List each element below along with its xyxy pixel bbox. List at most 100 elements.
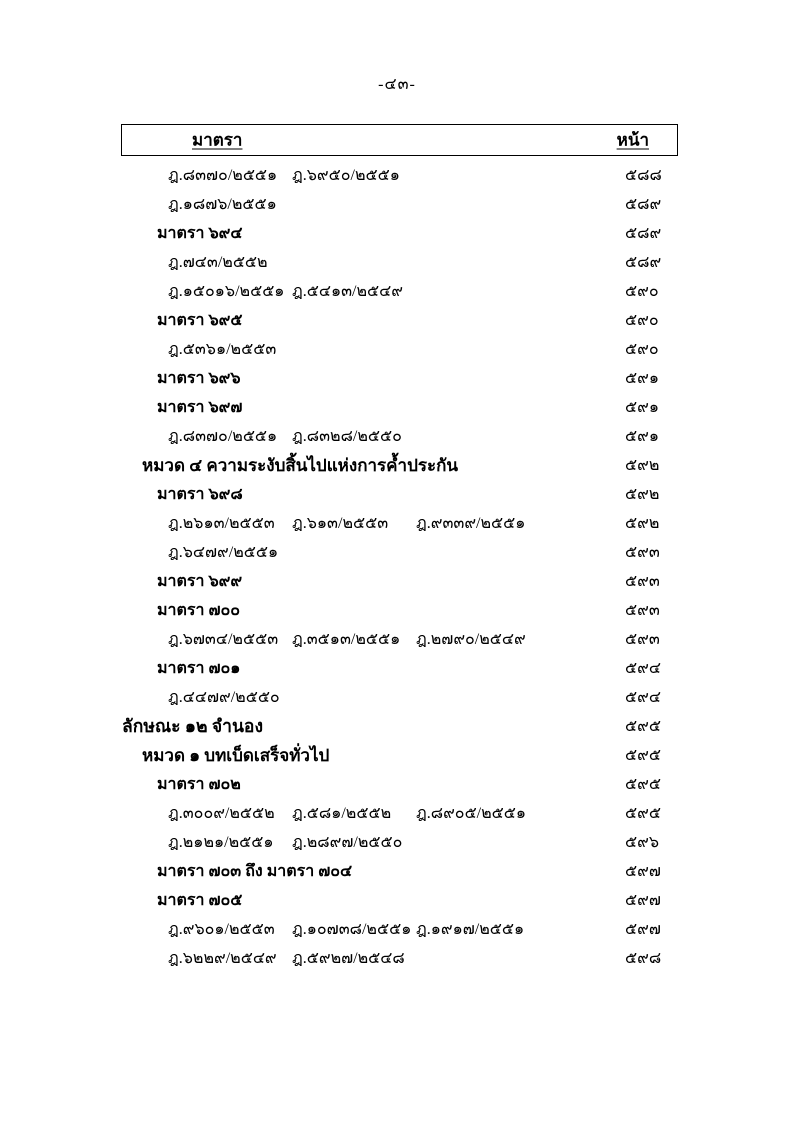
page-number: -๔๓- [378,76,416,93]
toc-row: ฎ.๙๖๐๑/๒๕๕๓ ฎ.๑๐๗๓๘/๒๕๕๑ ฎ.๑๙๑๗/๒๕๕๑ ๕๙๗ [0,915,794,944]
citation-group: ฎ.๑๕๐๑๖/๒๕๕๑ ฎ.๕๔๑๓/๒๕๔๙ [168,283,403,300]
toc-row: ฎ.๗๔๓/๒๕๕๒ ๕๘๙ [0,248,794,277]
page-ref: ๕๙๕ [625,776,661,793]
case-citation: ฎ.๓๐๐๙/๒๕๕๒ [168,805,275,822]
toc-entry-label: มาตรา ๖๙๔ [157,225,243,242]
toc-rows: ฎ.๘๓๗๐/๒๕๕๑ ฎ.๖๙๕๐/๒๕๕๑ ๕๘๘ ฎ.๑๘๗๖/๒๕๕๑ ๕๘๙ม… [0,161,794,973]
case-citation: ฎ.๑๙๑๗/๒๕๕๑ [416,921,525,938]
page-ref: ๕๙๕ [625,718,661,735]
toc-row: ฎ.๖๗๓๔/๒๕๕๓ ฎ.๓๕๑๓/๒๕๕๑ ฎ.๒๗๙๐/๒๕๔๙ ๕๙๓ [0,625,794,654]
page-ref: ๕๙๑ [625,370,659,387]
toc-row: หมวด ๑ บทเบ็ดเสร็จทั่วไป ๕๙๕ [0,741,794,770]
citation-group: ฎ.๒๖๑๓/๒๕๕๓ ฎ.๖๑๓/๒๕๕๓ ฎ.๙๓๓๙/๒๕๕๑ [168,515,525,532]
case-citation: ฎ.๘๓๒๘/๒๕๕๐ [292,428,402,445]
toc-entry-label: มาตรา ๖๙๙ [157,573,243,590]
toc-row: ฎ.๒๖๑๓/๒๕๕๓ ฎ.๖๑๓/๒๕๕๓ ฎ.๙๓๓๙/๒๕๕๑ ๕๙๒ [0,509,794,538]
case-citation: ฎ.๑๐๗๓๘/๒๕๕๑ [292,921,412,938]
page-ref: ๕๙๐ [625,312,659,329]
page-ref: ๕๘๙ [625,254,662,271]
toc-entry-label: มาตรา ๗๐๓ ถึง มาตรา ๗๐๔ [157,863,353,880]
case-citation: ฎ.๒๗๙๐/๒๕๔๙ [416,631,526,648]
case-citation: ฎ.๗๔๓/๒๕๕๒ [168,254,268,271]
page-ref: ๕๙๐ [625,341,659,358]
citation-group: ฎ.๕๓๖๑/๒๕๕๓ [168,341,276,358]
toc-row: มาตรา ๖๙๔ ๕๘๙ [0,219,794,248]
toc-row: ฎ.๘๓๗๐/๒๕๕๑ ฎ.๘๓๒๘/๒๕๕๐ ๕๙๑ [0,422,794,451]
toc-entry-label: มาตรา ๖๙๕ [157,312,243,329]
citation-group: ฎ.๓๐๐๙/๒๕๕๒ ฎ.๕๘๑/๒๕๕๒ ฎ.๘๙๐๕/๒๕๕๑ [168,805,526,822]
toc-row: มาตรา ๗๐๐ ๕๙๓ [0,596,794,625]
toc-entry-label: หมวด ๔ ความระงับสิ้นไปแห่งการค้ำประกัน [142,456,459,475]
page-ref: ๕๙๑ [625,399,659,416]
page-ref: ๕๙๗ [625,863,661,880]
column-header-section: มาตรา [192,130,243,150]
toc-row: ฎ.๑๘๗๖/๒๕๕๑ ๕๘๙ [0,190,794,219]
page-ref: ๕๙๒ [625,515,660,532]
toc-row: ลักษณะ ๑๒ จำนอง ๕๙๕ [0,712,794,741]
case-citation: ฎ.๖๙๕๐/๒๕๕๑ [292,167,400,184]
citation-group: ฎ.๙๖๐๑/๒๕๕๓ ฎ.๑๐๗๓๘/๒๕๕๑ ฎ.๑๙๑๗/๒๕๕๑ [168,921,524,938]
citation-group: ฎ.๖๗๓๔/๒๕๕๓ ฎ.๓๕๑๓/๒๕๕๑ ฎ.๒๗๙๐/๒๕๔๙ [168,631,526,648]
page-ref: ๕๘๙ [625,196,662,213]
case-citation: ฎ.๘๓๗๐/๒๕๕๑ [168,167,278,184]
toc-header-box: มาตรา หน้า [121,124,678,156]
toc-row: ฎ.๘๓๗๐/๒๕๕๑ ฎ.๖๙๕๐/๒๕๕๑ ๕๘๘ [0,161,794,190]
toc-entry-label: มาตรา ๗๐๕ [157,892,243,909]
page-ref: ๕๙๒ [625,457,660,474]
citation-group: ฎ.๒๑๒๑/๒๕๕๑ ฎ.๒๘๙๗/๒๕๕๐ [168,834,402,851]
case-citation: ฎ.๕๔๑๓/๒๕๔๙ [292,283,403,300]
citation-group: ฎ.๘๓๗๐/๒๕๕๑ ฎ.๖๙๕๐/๒๕๕๑ [168,167,400,184]
case-citation: ฎ.๔๔๗๙/๒๕๕๐ [168,689,280,706]
case-citation: ฎ.๘๓๗๐/๒๕๕๑ [168,428,278,445]
case-citation: ฎ.๕๓๖๑/๒๕๕๓ [168,341,277,358]
citation-group: ฎ.๑๘๗๖/๒๕๕๑ [168,196,277,213]
toc-entry-label: มาตรา ๗๐๒ [157,776,241,793]
page-ref: ๕๙๔ [625,689,661,706]
toc-row: ฎ.๕๓๖๑/๒๕๕๓ ๕๙๐ [0,335,794,364]
case-citation: ฎ.๖๒๒๙/๒๕๔๙ [168,950,277,967]
page-ref: ๕๙๐ [625,283,659,300]
toc-row: มาตรา ๖๙๕ ๕๙๐ [0,306,794,335]
case-citation: ฎ.๙๖๐๑/๒๕๕๓ [168,921,275,938]
toc-entry-label: หมวด ๑ บทเบ็ดเสร็จทั่วไป [142,746,330,765]
case-citation: ฎ.๕๙๒๗/๒๕๔๘ [292,950,405,967]
case-citation: ฎ.๓๕๑๓/๒๕๕๑ [292,631,401,648]
toc-row: มาตรา ๖๙๖ ๕๙๑ [0,364,794,393]
case-citation: ฎ.๘๙๐๕/๒๕๕๑ [416,805,527,822]
toc-entry-label: ลักษณะ ๑๒ จำนอง [122,716,263,736]
citation-group: ฎ.๖๒๒๙/๒๕๔๙ ฎ.๕๙๒๗/๒๕๔๘ [168,950,405,967]
toc-entry-label: มาตรา ๖๙๗ [157,399,243,416]
page-ref: ๕๙๕ [625,805,661,822]
case-citation: ฎ.๖๔๗๙/๒๕๕๑ [168,544,279,561]
citation-group: ฎ.๗๔๓/๒๕๕๒ [168,254,268,271]
page-ref: ๕๙๓ [625,631,660,648]
toc-row: มาตรา ๖๙๗ ๕๙๑ [0,393,794,422]
page-ref: ๕๙๕ [625,747,661,764]
toc-row: ฎ.๒๑๒๑/๒๕๕๑ ฎ.๒๘๙๗/๒๕๕๐ ๕๙๖ [0,828,794,857]
page-ref: ๕๙๑ [625,428,659,445]
toc-row: ฎ.๖๔๗๙/๒๕๕๑ ๕๙๓ [0,538,794,567]
case-citation: ฎ.๑๕๐๑๖/๒๕๕๑ [168,283,285,300]
citation-group: ฎ.๔๔๗๙/๒๕๕๐ [168,689,280,706]
toc-row: ฎ.๓๐๐๙/๒๕๕๒ ฎ.๕๘๑/๒๕๕๒ ฎ.๘๙๐๕/๒๕๕๑ ๕๙๕ [0,799,794,828]
toc-row: หมวด ๔ ความระงับสิ้นไปแห่งการค้ำประกัน ๕๙… [0,451,794,480]
citation-group: ฎ.๖๔๗๙/๒๕๕๑ [168,544,278,561]
page-ref: ๕๙๗ [625,921,661,938]
case-citation: ฎ.๖๗๓๔/๒๕๕๓ [168,631,279,648]
citation-group: ฎ.๘๓๗๐/๒๕๕๑ ฎ.๘๓๒๘/๒๕๕๐ [168,428,402,445]
page-ref: ๕๘๙ [625,225,662,242]
toc-row: มาตรา ๗๐๓ ถึง มาตรา ๗๐๔ ๕๙๗ [0,857,794,886]
toc-row: มาตรา ๖๙๙ ๕๙๓ [0,567,794,596]
toc-row: ฎ.๖๒๒๙/๒๕๔๙ ฎ.๕๙๒๗/๒๕๔๘ ๕๙๘ [0,944,794,973]
toc-row: มาตรา ๖๙๘ ๕๙๒ [0,480,794,509]
case-citation: ฎ.๕๘๑/๒๕๕๒ [292,805,392,822]
page-ref: ๕๙๔ [625,660,661,677]
toc-row: มาตรา ๗๐๑ ๕๙๔ [0,654,794,683]
column-header-page: หน้า [616,130,649,150]
case-citation: ฎ.๙๓๓๙/๒๕๕๑ [416,515,526,532]
case-citation: ฎ.๒๘๙๗/๒๕๕๐ [292,834,403,851]
toc-row: มาตรา ๗๐๒ ๕๙๕ [0,770,794,799]
toc-row: มาตรา ๗๐๕ ๕๙๗ [0,886,794,915]
toc-row: ฎ.๑๕๐๑๖/๒๕๕๑ ฎ.๕๔๑๓/๒๕๔๙ ๕๙๐ [0,277,794,306]
